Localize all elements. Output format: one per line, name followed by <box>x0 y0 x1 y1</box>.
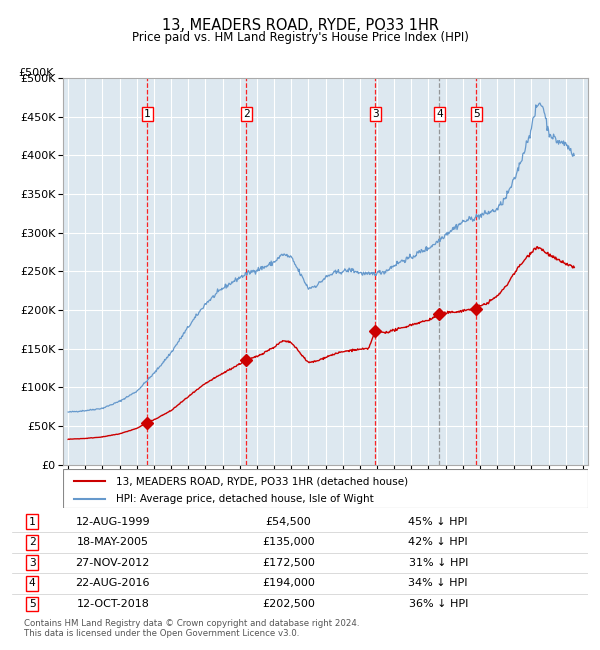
Text: 34% ↓ HPI: 34% ↓ HPI <box>409 578 468 588</box>
Text: 1: 1 <box>29 517 35 526</box>
Text: 13, MEADERS ROAD, RYDE, PO33 1HR (detached house): 13, MEADERS ROAD, RYDE, PO33 1HR (detach… <box>115 476 407 486</box>
Text: 5: 5 <box>29 599 35 609</box>
FancyBboxPatch shape <box>63 469 588 508</box>
Text: HPI: Average price, detached house, Isle of Wight: HPI: Average price, detached house, Isle… <box>115 493 373 504</box>
Text: Contains HM Land Registry data © Crown copyright and database right 2024.
This d: Contains HM Land Registry data © Crown c… <box>24 619 359 638</box>
Text: 4: 4 <box>29 578 35 588</box>
Text: £54,500: £54,500 <box>266 517 311 526</box>
Text: 42% ↓ HPI: 42% ↓ HPI <box>409 538 468 547</box>
Text: 4: 4 <box>436 109 443 120</box>
Text: 36% ↓ HPI: 36% ↓ HPI <box>409 599 468 609</box>
Text: 27-NOV-2012: 27-NOV-2012 <box>76 558 150 568</box>
Text: 22-AUG-2016: 22-AUG-2016 <box>76 578 150 588</box>
Text: 12-AUG-1999: 12-AUG-1999 <box>76 517 150 526</box>
Text: £194,000: £194,000 <box>262 578 315 588</box>
Text: 3: 3 <box>372 109 379 120</box>
Text: 45% ↓ HPI: 45% ↓ HPI <box>409 517 468 526</box>
Text: £500K: £500K <box>19 68 54 78</box>
Text: 18-MAY-2005: 18-MAY-2005 <box>77 538 149 547</box>
Text: 2: 2 <box>29 538 35 547</box>
Text: 13, MEADERS ROAD, RYDE, PO33 1HR: 13, MEADERS ROAD, RYDE, PO33 1HR <box>161 18 439 33</box>
Text: 3: 3 <box>29 558 35 568</box>
Text: 31% ↓ HPI: 31% ↓ HPI <box>409 558 468 568</box>
Text: 12-OCT-2018: 12-OCT-2018 <box>76 599 149 609</box>
Text: £172,500: £172,500 <box>262 558 315 568</box>
Text: Price paid vs. HM Land Registry's House Price Index (HPI): Price paid vs. HM Land Registry's House … <box>131 31 469 44</box>
Text: £202,500: £202,500 <box>262 599 315 609</box>
Text: £135,000: £135,000 <box>262 538 315 547</box>
Text: 2: 2 <box>243 109 250 120</box>
Text: 5: 5 <box>473 109 479 120</box>
Text: 1: 1 <box>144 109 151 120</box>
